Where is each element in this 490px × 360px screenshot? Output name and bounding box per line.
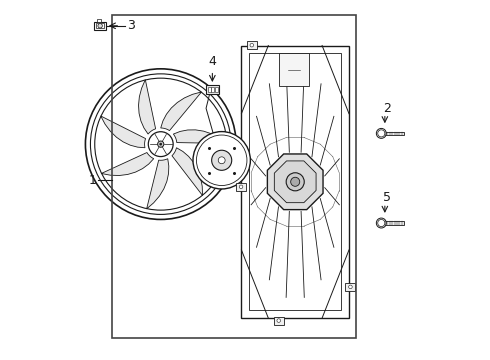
Circle shape bbox=[158, 141, 164, 147]
Text: 2: 2 bbox=[383, 102, 391, 115]
Circle shape bbox=[218, 157, 225, 164]
Text: 3: 3 bbox=[127, 19, 135, 32]
Bar bbox=[381, 132, 404, 135]
Text: 5: 5 bbox=[383, 192, 391, 204]
Circle shape bbox=[212, 150, 232, 170]
Circle shape bbox=[98, 24, 102, 28]
Polygon shape bbox=[172, 148, 202, 195]
Circle shape bbox=[376, 218, 386, 228]
Polygon shape bbox=[101, 116, 146, 148]
Polygon shape bbox=[101, 153, 154, 176]
Circle shape bbox=[196, 135, 247, 185]
Text: 1: 1 bbox=[89, 174, 97, 186]
Bar bbox=[381, 221, 404, 225]
Circle shape bbox=[376, 129, 386, 138]
Bar bbox=[345, 283, 355, 291]
Circle shape bbox=[349, 285, 352, 289]
Bar bbox=[97, 19, 100, 22]
Polygon shape bbox=[139, 80, 156, 134]
Circle shape bbox=[160, 143, 162, 145]
Circle shape bbox=[378, 130, 385, 137]
Circle shape bbox=[378, 220, 385, 226]
Bar bbox=[274, 317, 284, 324]
Polygon shape bbox=[161, 92, 201, 131]
Text: 4: 4 bbox=[208, 55, 216, 68]
Circle shape bbox=[239, 185, 243, 189]
Bar bbox=[247, 41, 257, 49]
Polygon shape bbox=[173, 130, 227, 144]
Polygon shape bbox=[274, 161, 316, 203]
Polygon shape bbox=[268, 154, 323, 210]
Bar bbox=[242, 45, 349, 318]
Bar bbox=[279, 53, 309, 86]
Circle shape bbox=[291, 177, 300, 186]
Polygon shape bbox=[147, 159, 169, 209]
Bar bbox=[236, 183, 246, 191]
Bar bbox=[96, 23, 104, 28]
Bar bbox=[95, 22, 106, 30]
Bar bbox=[215, 87, 218, 92]
Circle shape bbox=[193, 132, 250, 189]
Circle shape bbox=[250, 43, 254, 47]
Bar bbox=[112, 15, 356, 338]
Circle shape bbox=[148, 132, 173, 157]
Circle shape bbox=[286, 173, 304, 191]
Bar bbox=[208, 87, 211, 92]
Bar bbox=[249, 53, 341, 310]
Bar bbox=[205, 85, 219, 94]
Circle shape bbox=[277, 319, 280, 322]
Bar bbox=[211, 87, 214, 92]
